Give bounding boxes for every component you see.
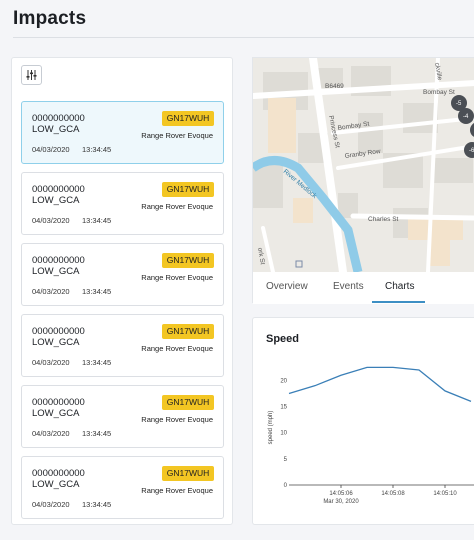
marker-label-1[interactable]: -5 bbox=[456, 101, 462, 107]
vehicle-model: Range Rover Evoque bbox=[141, 131, 213, 140]
map-label-bombay-2: Bombay St bbox=[337, 121, 370, 132]
y-tick-label: 10 bbox=[280, 431, 287, 437]
map-label-york: ork St bbox=[256, 247, 266, 265]
impact-card[interactable]: 0000000000 LOW_GCA 04/03/2020 13:34:45 GN17W… bbox=[21, 101, 224, 164]
impact-time: 13:34:45 bbox=[82, 216, 112, 225]
x-tick-label: 14:05:06 bbox=[329, 491, 353, 497]
impact-time: 13:34:45 bbox=[82, 500, 112, 509]
chart-title: Speed bbox=[266, 333, 300, 345]
speed-series-line bbox=[288, 366, 472, 402]
plate-badge: GN17WUH bbox=[162, 111, 214, 126]
impact-card[interactable]: 0000000000 LOW_GCA 04/03/2020 13:34:45 GN17W… bbox=[21, 456, 224, 519]
tab-overview[interactable]: Overview bbox=[266, 281, 308, 292]
impact-id: 0000000000 bbox=[32, 255, 85, 266]
x-tick-label: 14:05:08 bbox=[381, 491, 405, 497]
y-tick-label: 0 bbox=[284, 483, 288, 489]
impact-code: LOW_GCA bbox=[32, 479, 80, 490]
impact-card[interactable]: 0000000000 LOW_GCA 04/03/2020 13:34:45 GN17W… bbox=[21, 314, 224, 377]
impact-date: 04/03/2020 bbox=[32, 216, 70, 225]
impact-code: LOW_GCA bbox=[32, 408, 80, 419]
impact-date: 04/03/2020 bbox=[32, 287, 70, 296]
speed-chart-panel: Speed 0 5 10 15 20 speed (mph) 14:05:06 14:05:0… bbox=[252, 317, 474, 525]
plate-badge: GN17WUH bbox=[162, 253, 214, 268]
plate-badge: GN17WUH bbox=[162, 182, 214, 197]
impact-time: 13:34:45 bbox=[82, 358, 112, 367]
map-markers bbox=[451, 95, 474, 158]
impacts-list-panel: 0000000000 LOW_GCA 04/03/2020 13:34:45 GN17W… bbox=[11, 57, 233, 525]
parking-icon bbox=[295, 260, 303, 268]
marker-label-2[interactable]: -4 bbox=[463, 114, 469, 120]
y-tick-label: 5 bbox=[284, 457, 288, 463]
x-date-label: Mar 30, 2020 bbox=[323, 499, 359, 505]
impact-time: 13:34:45 bbox=[82, 429, 112, 438]
impact-card[interactable]: 0000000000 LOW_GCA 04/03/2020 13:34:45 GN17W… bbox=[21, 385, 224, 448]
detail-tabs: Overview Events Charts bbox=[253, 272, 474, 304]
impact-time: 13:34:45 bbox=[82, 287, 112, 296]
map-canvas: -5 -4 -6 B6469 Bombay St Bombay St Princ… bbox=[253, 58, 474, 272]
impact-date: 04/03/2020 bbox=[32, 358, 70, 367]
filter-button[interactable] bbox=[21, 65, 42, 85]
speed-chart: 0 5 10 15 20 speed (mph) 14:05:06 14:05:08 14:05… bbox=[268, 366, 474, 505]
map-label-b6469: B6469 bbox=[325, 83, 344, 90]
plate-badge: GN17WUH bbox=[162, 466, 214, 481]
impact-date: 04/03/2020 bbox=[32, 429, 70, 438]
vehicle-model: Range Rover Evoque bbox=[141, 344, 213, 353]
x-tick-label: 14:05:10 bbox=[433, 491, 457, 497]
map[interactable]: -5 -4 -6 B6469 Bombay St Bombay St Princ… bbox=[253, 58, 474, 272]
sliders-icon bbox=[26, 70, 37, 80]
tab-charts[interactable]: Charts bbox=[385, 281, 415, 292]
impact-code: LOW_GCA bbox=[32, 195, 80, 206]
impact-id: 0000000000 bbox=[32, 326, 85, 337]
detail-panel: -5 -4 -6 B6469 Bombay St Bombay St Princ… bbox=[252, 57, 474, 304]
impact-id: 0000000000 bbox=[32, 184, 85, 195]
title-divider bbox=[13, 37, 474, 38]
marker-label-3[interactable]: -6 bbox=[469, 148, 474, 154]
active-tab-indicator bbox=[372, 301, 425, 303]
vehicle-model: Range Rover Evoque bbox=[141, 273, 213, 282]
impact-time: 13:34:45 bbox=[82, 145, 112, 154]
impact-id: 0000000000 bbox=[32, 468, 85, 479]
impact-id: 0000000000 bbox=[32, 113, 85, 124]
plate-badge: GN17WUH bbox=[162, 395, 214, 410]
map-label-sackville: ckville bbox=[433, 62, 443, 81]
impact-card[interactable]: 0000000000 LOW_GCA 04/03/2020 13:34:45 GN17W… bbox=[21, 243, 224, 306]
map-label-charles: Charles St bbox=[368, 216, 399, 223]
y-axis-label: speed (mph) bbox=[268, 411, 274, 445]
map-label-bombay-1: Bombay St bbox=[423, 89, 455, 96]
plate-badge: GN17WUH bbox=[162, 324, 214, 339]
vehicle-model: Range Rover Evoque bbox=[141, 202, 213, 211]
vehicle-model: Range Rover Evoque bbox=[141, 486, 213, 495]
y-tick-label: 15 bbox=[280, 405, 287, 411]
y-tick-label: 20 bbox=[280, 378, 287, 384]
impact-date: 04/03/2020 bbox=[32, 145, 70, 154]
impact-code: LOW_GCA bbox=[32, 124, 80, 135]
impact-id: 0000000000 bbox=[32, 397, 85, 408]
impact-card[interactable]: 0000000000 LOW_GCA 04/03/2020 13:34:45 GN17W… bbox=[21, 172, 224, 235]
vehicle-model: Range Rover Evoque bbox=[141, 415, 213, 424]
impact-code: LOW_GCA bbox=[32, 337, 80, 348]
tab-events[interactable]: Events bbox=[333, 281, 364, 292]
page-title: Impacts bbox=[13, 8, 87, 29]
impact-code: LOW_GCA bbox=[32, 266, 80, 277]
impact-date: 04/03/2020 bbox=[32, 500, 70, 509]
